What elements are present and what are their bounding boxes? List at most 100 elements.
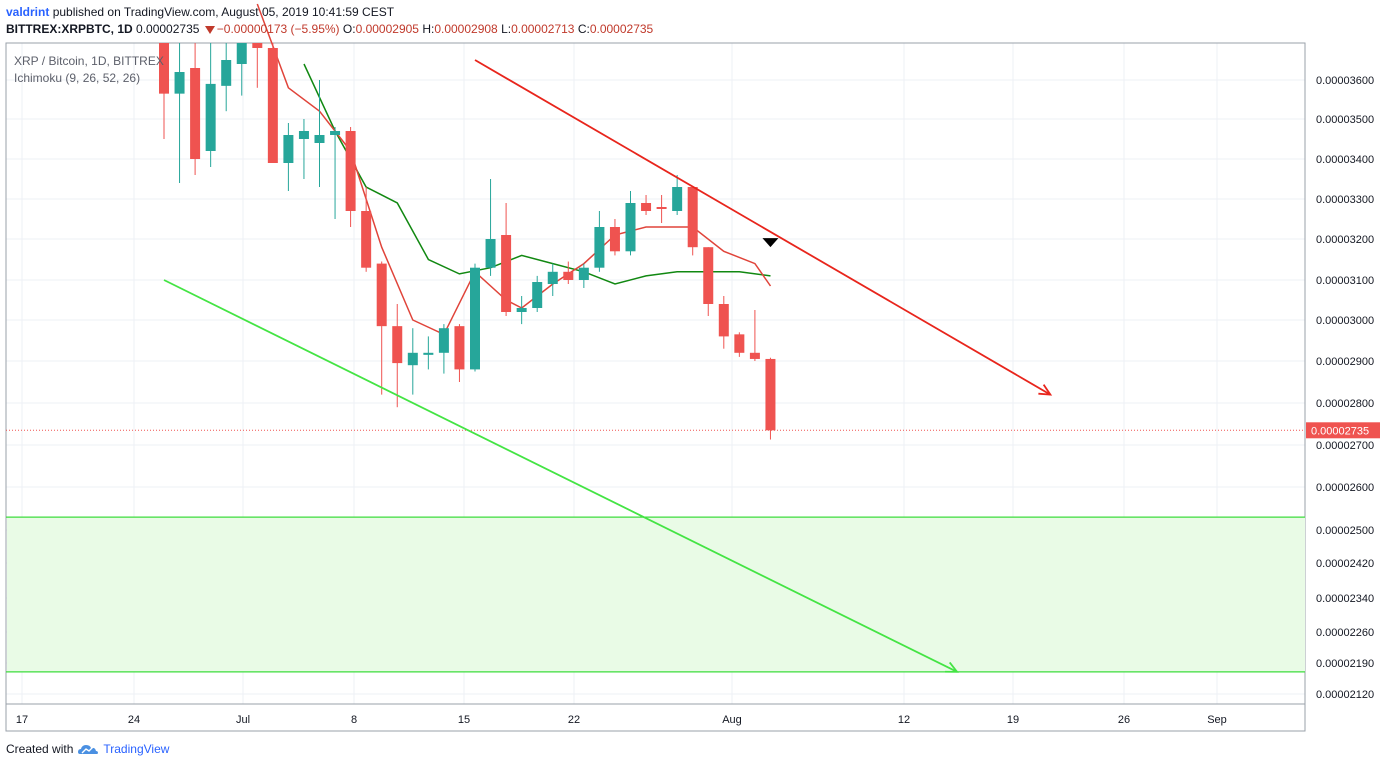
candle-body — [159, 43, 169, 94]
time-tick-label: 19 — [1007, 714, 1019, 726]
time-tick-label: 26 — [1118, 714, 1130, 726]
author-link[interactable]: valdrint — [6, 5, 50, 19]
sell-marker-icon — [762, 238, 779, 248]
price-tick-label: 0.00003500 — [1316, 114, 1374, 126]
created-with-label: Created with — [6, 742, 74, 756]
candle-body — [454, 326, 465, 370]
candle-body — [516, 308, 527, 312]
last-price-tag — [1306, 422, 1380, 439]
price-tick-label: 0.00002260 — [1316, 627, 1374, 639]
support-zone — [7, 517, 1305, 672]
support-trendline — [163, 279, 958, 673]
candle-body — [174, 72, 185, 94]
candle-body — [594, 227, 605, 268]
candle-body — [392, 326, 403, 364]
high-value: 0.00002908 — [434, 22, 498, 36]
candle-body — [470, 267, 480, 370]
time-tick-label: Aug — [722, 714, 742, 726]
price-tick-label: 0.00003400 — [1316, 154, 1374, 166]
candle-body — [547, 271, 558, 284]
candle-body — [765, 358, 776, 431]
candle-body — [407, 352, 418, 366]
candle-body — [672, 187, 683, 211]
price-tick-label: 0.00003100 — [1316, 275, 1374, 287]
time-tick-label: 12 — [898, 714, 910, 726]
resistance-trendline — [474, 59, 1051, 396]
kijun-sen-line — [303, 63, 771, 285]
candle-body — [625, 203, 636, 252]
time-tick-label: 22 — [568, 714, 580, 726]
price-tick-label: 0.00002500 — [1316, 525, 1374, 537]
indicator-legend[interactable]: Ichimoku (9, 26, 52, 26) — [14, 71, 141, 85]
close-label: C: — [577, 22, 590, 36]
candle-body — [423, 352, 434, 355]
footer: Created with TradingView — [6, 742, 169, 756]
candle-body — [205, 83, 216, 151]
price-tick-label: 0.00002420 — [1316, 558, 1374, 570]
time-tick-label: 15 — [458, 714, 470, 726]
candle-body — [687, 187, 698, 248]
candles — [159, 43, 776, 440]
price-change: −0.00000173 (−5.95%) — [216, 22, 340, 36]
candle-body — [330, 131, 341, 135]
candle-body — [609, 227, 620, 252]
publish-info: published on TradingView.com, August 05,… — [52, 5, 395, 19]
tradingview-brand[interactable]: TradingView — [103, 742, 170, 756]
open-label: O: — [342, 22, 356, 36]
ohlc-header: BITTREX:XRPBTC, 1D 0.00002735 −0.0000017… — [6, 22, 653, 36]
price-tick-label: 0.00003600 — [1316, 75, 1374, 87]
down-arrow-icon — [204, 25, 215, 34]
candle-body — [221, 60, 232, 86]
price-tick-label: 0.00003000 — [1316, 315, 1374, 327]
candle-body — [361, 211, 372, 268]
high-label: H: — [422, 22, 435, 36]
price-tick-label: 0.00002700 — [1316, 440, 1374, 452]
candle-body — [283, 135, 294, 163]
candle-body — [190, 68, 201, 159]
low-value: 0.00002713 — [511, 22, 575, 36]
time-tick-label: Sep — [1207, 714, 1227, 726]
time-tick-label: Jul — [236, 714, 250, 726]
price-tick-label: 0.00002900 — [1316, 356, 1374, 368]
candle-body — [252, 43, 263, 48]
candle-body — [656, 207, 667, 209]
candle-body — [749, 352, 760, 359]
low-label: L: — [501, 22, 512, 36]
candle-body — [532, 282, 543, 308]
chart-legend-title[interactable]: XRP / Bitcoin, 1D, BITTREX — [14, 54, 164, 68]
price-tick-label: 0.00002340 — [1316, 593, 1374, 605]
candle-body — [376, 263, 387, 327]
candle-body — [734, 334, 745, 353]
price-tick-label: 0.00002120 — [1316, 689, 1374, 701]
price-tick-label: 0.00002600 — [1316, 482, 1374, 494]
candle-body — [485, 239, 496, 268]
tradingview-logo-icon — [78, 745, 99, 754]
last-price-tag-label: 0.00002735 — [1311, 425, 1369, 437]
candle-body — [298, 131, 309, 139]
price-tick-label: 0.00002190 — [1316, 658, 1374, 670]
candle-body — [563, 271, 574, 280]
last-price: 0.00002735 — [136, 22, 200, 36]
candle-body — [314, 135, 325, 143]
symbol-label[interactable]: BITTREX:XRPBTC, 1D — [6, 22, 133, 36]
time-tick-label: 24 — [128, 714, 140, 726]
close-value: 0.00002735 — [589, 22, 654, 36]
candle-body — [578, 267, 589, 280]
candle-body — [641, 203, 652, 211]
time-tick-label: 17 — [16, 714, 28, 726]
time-tick-label: 8 — [351, 714, 357, 726]
publish-header: valdrint published on TradingView.com, A… — [6, 5, 394, 19]
support-trendline-arrowhead — [945, 661, 959, 673]
price-tick-label: 0.00003300 — [1316, 194, 1374, 206]
candle-body — [236, 43, 247, 64]
price-tick-label: 0.00002800 — [1316, 398, 1374, 410]
open-value: 0.00002905 — [355, 22, 419, 36]
candle-body — [718, 304, 729, 337]
candle-body — [345, 131, 356, 211]
candle-body — [501, 235, 512, 312]
candle-body — [703, 247, 714, 304]
price-tick-label: 0.00003200 — [1316, 234, 1374, 246]
resistance-trendline-arrowhead — [1038, 384, 1053, 396]
candle-body — [438, 328, 449, 353]
